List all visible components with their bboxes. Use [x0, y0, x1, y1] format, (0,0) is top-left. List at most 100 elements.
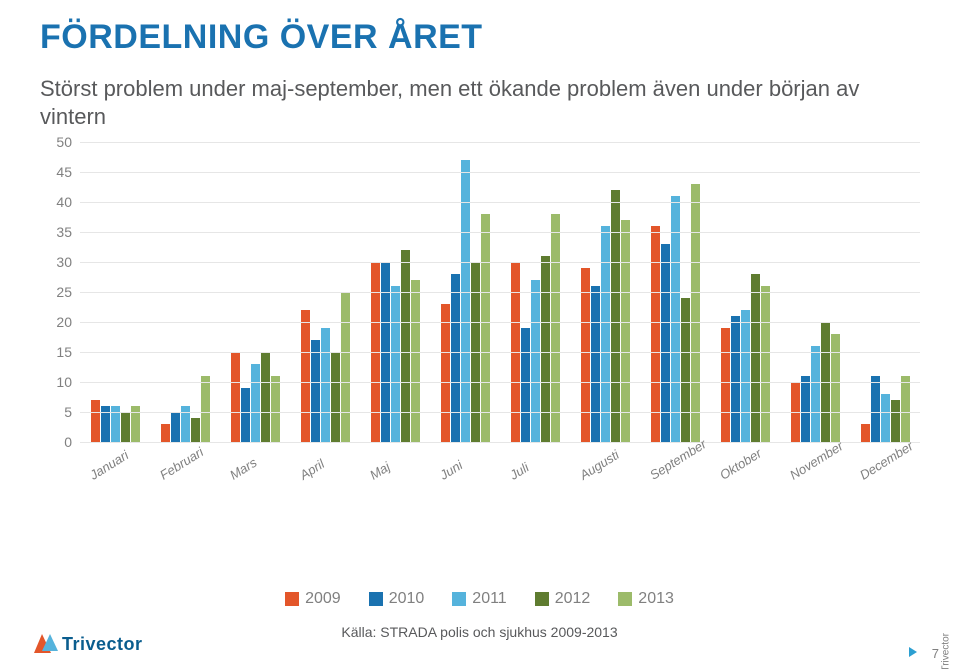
bar	[241, 388, 250, 442]
bar	[521, 328, 530, 442]
legend-swatch	[618, 592, 632, 606]
y-tick-label: 45	[40, 164, 72, 180]
bar	[831, 334, 840, 442]
y-tick-label: 0	[40, 434, 72, 450]
bar	[411, 280, 420, 442]
bar	[891, 400, 900, 442]
bar	[451, 274, 460, 442]
y-tick-label: 20	[40, 314, 72, 330]
page-number: 7	[932, 646, 939, 661]
bar	[201, 376, 210, 442]
gridline	[80, 412, 920, 413]
gridline	[80, 382, 920, 383]
gridline	[80, 172, 920, 173]
x-tick-label: November	[787, 438, 846, 482]
y-tick-label: 40	[40, 194, 72, 210]
bar	[601, 226, 610, 442]
bar	[721, 328, 730, 442]
bar	[251, 364, 260, 442]
legend-swatch	[369, 592, 383, 606]
bar	[861, 424, 870, 442]
bar	[621, 220, 630, 442]
legend-label: 2013	[638, 590, 674, 607]
legend-item: 2011	[452, 590, 506, 608]
bar	[121, 412, 130, 442]
bar	[231, 352, 240, 442]
bar	[531, 280, 540, 442]
trivector-logo: Trivector	[28, 629, 143, 659]
x-tick-label: Maj	[367, 459, 393, 483]
bar	[391, 286, 400, 442]
y-tick-label: 15	[40, 344, 72, 360]
x-tick-label: Mars	[227, 455, 259, 483]
y-tick-label: 35	[40, 224, 72, 240]
bar	[441, 304, 450, 442]
y-tick-label: 25	[40, 284, 72, 300]
legend-swatch	[535, 592, 549, 606]
bar	[171, 412, 180, 442]
bar	[741, 310, 750, 442]
bar	[591, 286, 600, 442]
x-tick-label: Februari	[157, 444, 206, 482]
logo-text: Trivector	[62, 634, 143, 655]
bar	[301, 310, 310, 442]
legend-item: 2010	[369, 590, 425, 608]
legend-swatch	[452, 592, 466, 606]
next-arrow-icon	[909, 647, 917, 657]
bar	[581, 268, 590, 442]
gridline	[80, 202, 920, 203]
bar	[901, 376, 910, 442]
bar	[681, 298, 690, 442]
bar	[401, 250, 410, 442]
gridline	[80, 292, 920, 293]
bar	[311, 340, 320, 442]
x-tick-label: Oktober	[717, 445, 764, 482]
bar	[801, 376, 810, 442]
x-tick-label: Juni	[437, 457, 465, 482]
legend-label: 2011	[472, 590, 506, 607]
distribution-chart: 05101520253035404550JanuariFebruariMarsA…	[40, 142, 920, 512]
subtitle: Störst problem under maj-september, men …	[40, 75, 919, 130]
x-tick-label: September	[647, 436, 709, 482]
gridline	[80, 232, 920, 233]
bar	[481, 214, 490, 442]
x-tick-label: Juli	[507, 460, 531, 483]
bar	[341, 292, 350, 442]
bar	[761, 286, 770, 442]
gridline	[80, 442, 920, 443]
bar	[331, 352, 340, 442]
gridline	[80, 142, 920, 143]
bar	[691, 184, 700, 442]
y-tick-label: 10	[40, 374, 72, 390]
gridline	[80, 352, 920, 353]
copyright: © Trivector	[940, 633, 951, 669]
x-tick-label: December	[857, 438, 916, 482]
legend-label: 2009	[305, 590, 341, 607]
bar	[161, 424, 170, 442]
bar	[651, 226, 660, 442]
y-tick-label: 50	[40, 134, 72, 150]
bar	[551, 214, 560, 442]
bar	[541, 256, 550, 442]
x-tick-label: Januari	[87, 447, 131, 482]
bar	[191, 418, 200, 442]
bar	[321, 328, 330, 442]
bar	[731, 316, 740, 442]
gridline	[80, 262, 920, 263]
bar	[811, 346, 820, 442]
bar	[871, 376, 880, 442]
legend-item: 2012	[535, 590, 591, 608]
bar	[881, 394, 890, 442]
bar	[611, 190, 620, 442]
x-tick-label: Augusti	[577, 447, 622, 483]
gridline	[80, 322, 920, 323]
legend-swatch	[285, 592, 299, 606]
y-tick-label: 30	[40, 254, 72, 270]
y-tick-label: 5	[40, 404, 72, 420]
legend-item: 2013	[618, 590, 674, 608]
legend-label: 2012	[555, 590, 591, 607]
bar	[751, 274, 760, 442]
page-title: FÖRDELNING ÖVER ÅRET	[40, 18, 919, 57]
bar	[91, 400, 100, 442]
x-tick-label: April	[297, 456, 327, 483]
